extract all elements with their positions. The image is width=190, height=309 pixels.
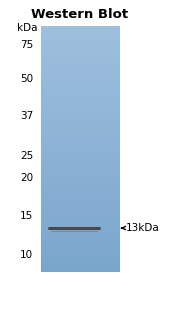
Bar xyxy=(41,118,120,121)
Bar xyxy=(41,244,120,247)
Bar xyxy=(41,53,120,57)
Bar xyxy=(41,195,120,198)
Bar xyxy=(41,155,120,158)
Bar xyxy=(41,262,120,266)
Bar xyxy=(41,229,120,232)
Bar xyxy=(41,189,120,192)
Bar xyxy=(41,204,120,207)
Bar xyxy=(41,152,120,155)
Bar xyxy=(41,176,120,180)
Bar xyxy=(41,192,120,195)
Bar xyxy=(41,259,120,263)
Bar xyxy=(41,232,120,235)
Text: 25: 25 xyxy=(20,151,33,161)
Bar xyxy=(41,69,120,72)
Bar xyxy=(41,140,120,143)
Bar xyxy=(41,173,120,177)
Bar xyxy=(41,219,120,223)
Bar xyxy=(41,75,120,78)
Text: kDa: kDa xyxy=(17,23,37,33)
Bar xyxy=(41,161,120,164)
Bar xyxy=(41,137,120,140)
Bar xyxy=(41,41,120,45)
Bar xyxy=(41,210,120,214)
Bar xyxy=(41,103,120,106)
Bar xyxy=(41,146,120,149)
Text: Western Blot: Western Blot xyxy=(31,8,128,21)
Bar xyxy=(41,183,120,186)
Bar xyxy=(41,164,120,167)
Bar xyxy=(41,35,120,39)
Bar xyxy=(41,235,120,238)
Text: 50: 50 xyxy=(20,74,33,84)
Bar xyxy=(41,226,120,229)
Bar xyxy=(41,78,120,82)
Bar xyxy=(41,180,120,183)
Bar xyxy=(41,94,120,97)
Text: 15: 15 xyxy=(20,211,33,221)
Bar xyxy=(41,130,120,134)
Bar xyxy=(41,84,120,88)
Bar xyxy=(41,97,120,100)
Bar xyxy=(41,207,120,210)
Bar xyxy=(41,44,120,48)
Bar xyxy=(41,106,120,109)
Bar xyxy=(41,186,120,189)
Bar xyxy=(41,250,120,253)
Bar xyxy=(41,91,120,94)
Bar xyxy=(41,66,120,69)
Bar xyxy=(41,115,120,118)
Bar xyxy=(41,124,120,128)
Text: 13kDa: 13kDa xyxy=(125,223,159,233)
Bar xyxy=(41,63,120,66)
Bar xyxy=(41,269,120,272)
Bar xyxy=(41,127,120,131)
Bar xyxy=(41,26,120,29)
Bar xyxy=(41,57,120,60)
Text: 75: 75 xyxy=(20,40,33,50)
Bar xyxy=(41,222,120,226)
Text: 10: 10 xyxy=(20,250,33,260)
Bar xyxy=(41,109,120,112)
Bar xyxy=(41,167,120,171)
Bar xyxy=(41,99,120,103)
Bar xyxy=(41,201,120,204)
Bar xyxy=(41,112,120,115)
Bar xyxy=(41,170,120,174)
Bar xyxy=(41,81,120,85)
Bar xyxy=(41,256,120,260)
Bar xyxy=(41,241,120,244)
Bar xyxy=(41,87,120,91)
Bar xyxy=(41,60,120,63)
Bar xyxy=(41,253,120,256)
Text: 37: 37 xyxy=(20,111,33,121)
Bar xyxy=(41,238,120,241)
Bar xyxy=(41,50,120,54)
Bar xyxy=(41,133,120,137)
Bar xyxy=(41,72,120,75)
Bar xyxy=(41,158,120,161)
Bar xyxy=(41,32,120,36)
Bar xyxy=(41,29,120,32)
Bar xyxy=(41,198,120,201)
Bar xyxy=(41,149,120,152)
Bar xyxy=(41,143,120,146)
Bar xyxy=(41,38,120,42)
Bar xyxy=(41,216,120,220)
Bar xyxy=(41,265,120,269)
Text: 20: 20 xyxy=(20,173,33,183)
Bar xyxy=(41,121,120,125)
Bar xyxy=(41,247,120,250)
Bar xyxy=(41,48,120,51)
Bar xyxy=(41,213,120,217)
